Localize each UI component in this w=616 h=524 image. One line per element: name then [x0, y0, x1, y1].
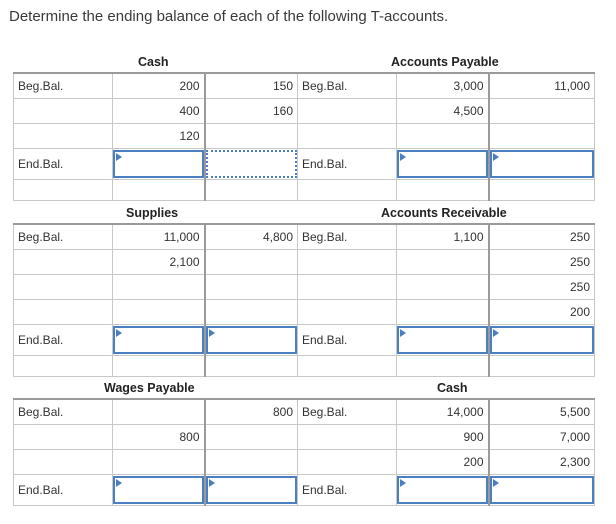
credit-cell	[204, 299, 298, 325]
credit-cell: 160	[204, 98, 298, 124]
debit-cell: 14,000	[396, 398, 490, 425]
debit-cell: 900	[396, 424, 490, 450]
debit-cell: 400	[112, 98, 206, 124]
debit-cell: 1,100	[396, 223, 490, 250]
credit-cell: 7,000	[488, 424, 595, 450]
table-row: 2,100 250	[13, 249, 595, 275]
credit-cell	[488, 98, 595, 124]
account-title-wages-payable: Wages Payable	[104, 381, 195, 395]
account-title-accounts-receivable: Accounts Receivable	[381, 206, 507, 220]
accounts-receivable-credit-ending-input[interactable]	[489, 326, 594, 354]
credit-cell	[204, 424, 298, 450]
debit-cell	[112, 274, 206, 300]
beg-bal-label: Beg.Bal.	[13, 398, 113, 425]
credit-cell	[204, 274, 298, 300]
table-row: 200 2,300	[13, 449, 595, 475]
table-row: Beg.Bal. 11,000 4,800 Beg.Bal. 1,100 250	[13, 223, 595, 250]
debit-cell	[112, 299, 206, 325]
credit-cell	[204, 123, 298, 149]
credit-cell: 250	[488, 274, 595, 300]
t-account-table-3: Beg.Bal. 800 Beg.Bal. 14,000 5,500 800 9…	[13, 398, 595, 506]
end-bal-label: End.Bal.	[297, 324, 397, 356]
cash-2-credit-ending-input[interactable]	[489, 476, 594, 504]
account-title-supplies: Supplies	[126, 206, 179, 220]
table-row: 400 160 4,500	[13, 98, 595, 124]
table-row: Beg.Bal. 200 150 Beg.Bal. 3,000 11,000	[13, 72, 595, 99]
end-bal-label: End.Bal.	[13, 324, 113, 356]
debit-cell: 4,500	[396, 98, 490, 124]
supplies-credit-ending-input[interactable]	[205, 326, 297, 354]
cash-1-credit-ending-input[interactable]	[205, 150, 297, 178]
credit-cell: 200	[488, 299, 595, 325]
table-row: 120	[13, 123, 595, 149]
table-row: End.Bal. End.Bal.	[13, 474, 595, 506]
end-bal-label: End.Bal.	[13, 148, 113, 180]
credit-cell	[204, 449, 298, 475]
credit-cell	[488, 123, 595, 149]
credit-cell: 800	[204, 398, 298, 425]
instruction-text: Determine the ending balance of each of …	[9, 8, 449, 25]
credit-cell	[204, 249, 298, 275]
debit-cell: 200	[396, 449, 490, 475]
debit-cell: 11,000	[112, 223, 206, 250]
debit-cell	[396, 249, 490, 275]
debit-cell	[112, 449, 206, 475]
table-row: End.Bal. End.Bal.	[13, 324, 595, 356]
debit-cell	[112, 398, 206, 425]
table-row: Beg.Bal. 800 Beg.Bal. 14,000 5,500	[13, 398, 595, 425]
account-title-cash-2: Cash	[437, 381, 468, 395]
credit-cell: 250	[488, 223, 595, 250]
debit-cell	[396, 299, 490, 325]
table-row: 800 900 7,000	[13, 424, 595, 450]
beg-bal-label: Beg.Bal.	[13, 72, 113, 99]
beg-bal-label: Beg.Bal.	[297, 398, 397, 425]
credit-cell: 250	[488, 249, 595, 275]
accounts-receivable-debit-ending-input[interactable]	[397, 326, 487, 354]
debit-cell: 3,000	[396, 72, 490, 99]
credit-cell: 2,300	[488, 449, 595, 475]
debit-cell	[396, 123, 490, 149]
credit-cell: 5,500	[488, 398, 595, 425]
end-bal-label: End.Bal.	[13, 474, 113, 506]
credit-cell: 4,800	[204, 223, 298, 250]
debit-cell: 2,100	[112, 249, 206, 275]
accounts-payable-credit-ending-input[interactable]	[489, 150, 594, 178]
t-account-table-2: Beg.Bal. 11,000 4,800 Beg.Bal. 1,100 250…	[13, 223, 595, 377]
credit-cell: 11,000	[488, 72, 595, 99]
t-account-table-1: Beg.Bal. 200 150 Beg.Bal. 3,000 11,000 4…	[13, 72, 595, 201]
debit-cell: 800	[112, 424, 206, 450]
wages-payable-credit-ending-input[interactable]	[205, 476, 297, 504]
wages-payable-debit-ending-input[interactable]	[113, 476, 203, 504]
table-row: End.Bal. End.Bal.	[13, 148, 595, 180]
table-row: 250	[13, 274, 595, 300]
credit-cell: 150	[204, 72, 298, 99]
end-bal-label: End.Bal.	[297, 474, 397, 506]
debit-cell	[396, 274, 490, 300]
table-row: 200	[13, 299, 595, 325]
cash-2-debit-ending-input[interactable]	[397, 476, 487, 504]
beg-bal-label: Beg.Bal.	[297, 223, 397, 250]
cash-1-debit-ending-input[interactable]	[113, 150, 203, 178]
account-title-accounts-payable: Accounts Payable	[391, 55, 499, 69]
end-bal-label: End.Bal.	[297, 148, 397, 180]
accounts-payable-debit-ending-input[interactable]	[397, 150, 487, 178]
beg-bal-label: Beg.Bal.	[297, 72, 397, 99]
account-title-cash-1: Cash	[138, 55, 169, 69]
debit-cell: 120	[112, 123, 206, 149]
debit-cell: 200	[112, 72, 206, 99]
supplies-debit-ending-input[interactable]	[113, 326, 203, 354]
beg-bal-label: Beg.Bal.	[13, 223, 113, 250]
